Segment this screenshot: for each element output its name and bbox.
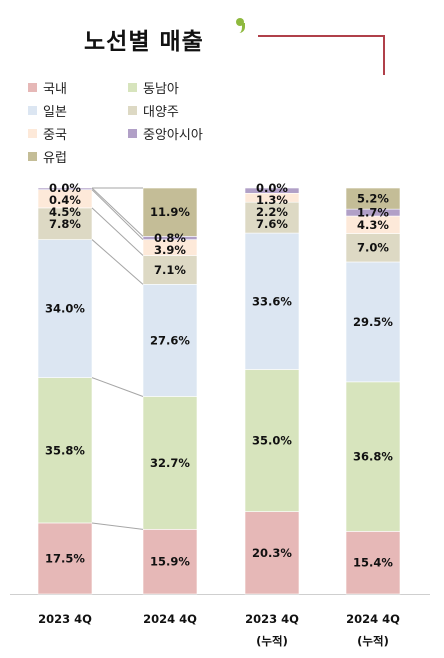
title-area: 노선별 매출 <box>0 0 444 80</box>
data-label: 29.5% <box>353 315 393 329</box>
x-tick-label: 2024 4Q <box>346 612 400 626</box>
legend-label: 대양주 <box>143 105 179 120</box>
legend-label: 일본 <box>43 105 67 120</box>
data-label: 1.3% <box>256 193 288 207</box>
data-label: 35.0% <box>252 434 292 448</box>
data-label: 15.9% <box>150 555 190 569</box>
legend-label: 국내 <box>43 82 67 97</box>
x-tick-label: 2023 4Q <box>245 612 299 626</box>
data-label: 32.7% <box>150 456 190 470</box>
data-label: 27.6% <box>150 333 190 347</box>
title-rule-vertical <box>383 35 385 75</box>
x-tick-label: (누적) <box>256 634 288 648</box>
bar-segment <box>345 261 401 383</box>
data-label: 0.0% <box>49 181 81 195</box>
bar-segment <box>142 187 198 237</box>
bar-segment <box>345 187 401 210</box>
legend-swatch <box>128 106 137 115</box>
legend-item: 일본 <box>28 101 67 120</box>
series-connector-line <box>91 239 144 285</box>
data-label: 0.0% <box>256 181 288 195</box>
legend-item: 유럽 <box>28 147 67 166</box>
data-label: 15.4% <box>353 556 393 570</box>
legend-swatch <box>28 152 37 161</box>
data-label: 3.9% <box>154 243 186 257</box>
series-connector-line <box>91 189 144 240</box>
data-label: 0.4% <box>49 193 81 207</box>
bar-segment <box>37 377 93 524</box>
data-label: 2.2% <box>256 205 288 219</box>
legend-swatch <box>28 83 37 92</box>
data-label: 7.8% <box>49 217 81 231</box>
data-label: 0.8% <box>154 231 186 245</box>
data-label: 4.3% <box>357 218 389 232</box>
data-label: 1.7% <box>357 206 389 220</box>
bar-segment <box>37 522 93 595</box>
legend-item: 중국 <box>28 124 67 143</box>
x-tick-label: 2023 4Q <box>38 612 92 626</box>
bar-segment <box>142 396 198 530</box>
legend-item: 중앙아시아 <box>128 124 203 143</box>
legend-item: 대양주 <box>128 101 179 120</box>
bar-segment <box>345 381 401 532</box>
legend-label: 유럽 <box>43 151 67 166</box>
bar-segment <box>345 233 401 263</box>
legend-item: 동남아 <box>128 78 179 97</box>
legend-swatch <box>128 129 137 138</box>
bar-segment <box>244 369 300 512</box>
bar-segment <box>142 255 198 285</box>
data-label: 7.1% <box>154 263 186 277</box>
series-connector-line <box>91 522 144 530</box>
data-label: 33.6% <box>252 294 292 308</box>
data-label: 11.9% <box>150 205 190 219</box>
data-label: 34.0% <box>45 302 85 316</box>
bar-segment <box>37 239 93 378</box>
bar-segment <box>244 201 300 234</box>
x-tick-label: 2024 4Q <box>143 612 197 626</box>
data-label: 17.5% <box>45 551 85 565</box>
bar-segment <box>244 187 300 194</box>
bar-segment <box>142 284 198 397</box>
data-label: 36.8% <box>353 450 393 464</box>
data-label: 7.6% <box>256 217 288 231</box>
data-label: 5.2% <box>357 192 389 206</box>
leaf-icon <box>236 18 245 33</box>
series-connector-line <box>91 377 144 397</box>
legend-label: 중앙아시아 <box>143 128 203 143</box>
data-label: 35.8% <box>45 443 85 457</box>
series-connector-line <box>91 207 144 256</box>
bar-segment <box>244 232 300 370</box>
bar-segment <box>345 531 401 595</box>
legend-swatch <box>28 106 37 115</box>
data-label: 4.5% <box>49 205 81 219</box>
legend-label: 중국 <box>43 128 67 143</box>
legend-label: 동남아 <box>143 82 179 97</box>
bar-segment <box>37 207 93 240</box>
data-label: 7.0% <box>357 241 389 255</box>
legend-item: 국내 <box>28 78 67 97</box>
legend-swatch <box>128 83 137 92</box>
title-rule-horizontal <box>258 35 384 37</box>
bar-segment <box>244 511 300 595</box>
page-title: 노선별 매출 <box>84 29 204 55</box>
legend-swatch <box>28 129 37 138</box>
data-label: 20.3% <box>252 546 292 560</box>
bar-segment <box>37 187 93 190</box>
bar-segment <box>142 529 198 595</box>
x-tick-label: (누적) <box>357 634 389 648</box>
series-connector-line <box>91 187 144 237</box>
